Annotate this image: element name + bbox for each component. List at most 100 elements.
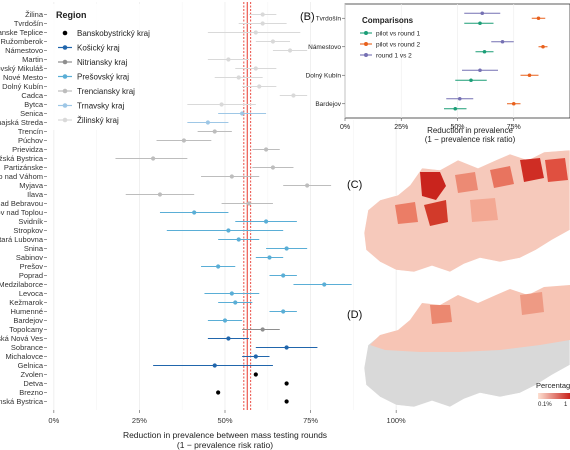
region-legend-swatch xyxy=(62,45,68,50)
panel-a-district-label: žská Bystrica xyxy=(0,154,44,163)
panel-b-point xyxy=(478,21,482,26)
region-legend-label: Nitriansky kraj xyxy=(77,58,127,67)
panel-a-point xyxy=(253,30,258,35)
panel-a-district-label: Ilava xyxy=(27,190,44,199)
comparison-legend: Comparisons pilot vs round 1 pilot vs rou… xyxy=(360,16,420,60)
panel-b-point xyxy=(469,78,473,83)
panel-a-point xyxy=(236,75,241,80)
panel-b-y-label: Dolný Kubín xyxy=(306,73,342,80)
map-legend-tick: 0.1% xyxy=(538,402,552,408)
panel-a-district-label: Detva xyxy=(23,379,43,388)
panel-a-point xyxy=(253,354,258,359)
panel-c-map-hotspot xyxy=(490,166,514,188)
panel-a-marks xyxy=(115,12,352,404)
panel-a-district-label: Partizánske xyxy=(4,163,43,172)
panel-a-point xyxy=(257,84,262,89)
panel-c-map-hotspot xyxy=(395,202,418,224)
region-legend-swatch xyxy=(62,59,68,65)
map-legend-tick: 1 xyxy=(564,402,568,408)
panel-a-district-label: Michalovce xyxy=(5,352,43,361)
panel-a-district-label: Brezno xyxy=(19,388,43,397)
panel-a-district-label: Zvolen xyxy=(20,370,43,379)
panel-b-point xyxy=(541,44,545,49)
panel-a-x-label: Reduction in prevalence between mass tes… xyxy=(123,430,327,440)
region-legend-label: Banskobystrický kraj xyxy=(77,29,150,38)
panel-a-x-tick-label: 0% xyxy=(48,416,59,425)
region-legend-swatch xyxy=(62,88,68,94)
comparison-legend-swatch xyxy=(364,53,368,57)
panel-d-map: (D) xyxy=(347,284,570,408)
panel-a-point xyxy=(216,390,221,395)
panel-a-point xyxy=(263,147,269,152)
region-legend-swatch xyxy=(62,74,68,79)
panel-a-district-label: Gelnica xyxy=(18,361,44,370)
panel-b-label: (B) xyxy=(300,11,315,23)
panel-a-district-label: Námestovo xyxy=(5,46,43,55)
panel-a-district-label: Myjava xyxy=(19,181,44,190)
panel-c-map-hotspot xyxy=(520,158,544,182)
region-legend-label: Trnavsky kraj xyxy=(77,102,124,111)
panel-a-point xyxy=(260,21,265,26)
panel-a-point xyxy=(151,156,156,161)
panel-a-district-label: Topolcany xyxy=(9,325,43,334)
comparison-legend-swatch xyxy=(364,31,368,35)
panel-b-point xyxy=(536,16,541,21)
region-legend: Region Banskobystrický kraj Košický kraj N… xyxy=(50,4,150,130)
panel-a-reference-lines xyxy=(243,2,252,410)
region-legend-label: Košický kraj xyxy=(77,44,120,53)
panel-c-map: (C) xyxy=(347,149,570,273)
panel-c-map-hotspot xyxy=(470,198,498,222)
panel-a-point xyxy=(226,57,231,62)
panel-a-district-label: Tvrdošín xyxy=(14,19,43,28)
panel-a-district-label: Snina xyxy=(24,244,44,253)
panel-b-x-tick-label: 75% xyxy=(507,124,521,131)
panel-a-point xyxy=(284,381,289,386)
panel-a-point xyxy=(281,309,286,314)
panel-a-district-label: majská Streda xyxy=(0,118,44,127)
panel-b-x-label: Reduction in prevalence xyxy=(427,126,513,135)
panel-b-point xyxy=(478,68,482,73)
panel-a-point xyxy=(253,372,258,377)
panel-a-point xyxy=(222,318,228,323)
panel-a-point xyxy=(240,111,245,116)
comparison-legend-label: round 1 vs 2 xyxy=(376,53,412,60)
panel-a-district-label: Cadca xyxy=(21,91,44,100)
panel-a-district-label: Martin xyxy=(22,55,43,64)
panel-c-map-hotspot xyxy=(424,200,448,226)
panel-b-x-tick-label: 25% xyxy=(394,124,408,131)
panel-a-x-tick-label: 25% xyxy=(132,416,147,425)
comparison-legend-title: Comparisons xyxy=(362,16,414,25)
panel-a-point xyxy=(260,327,265,332)
panel-a-point xyxy=(270,165,276,170)
panel-d-map-hotspot xyxy=(430,305,452,324)
panel-a-point xyxy=(233,300,238,305)
panel-b-point xyxy=(511,101,516,106)
panel-a-district-label: Bytca xyxy=(24,100,44,109)
panel-a-x-ticks: 0% 25% 50% 75% 100% xyxy=(48,410,406,425)
comparison-legend-swatch xyxy=(364,42,368,46)
panel-a-district-label: Trencín xyxy=(18,127,43,136)
panel-a-x-tick-label: 75% xyxy=(303,416,318,425)
region-legend-label: Trenciansky kraj xyxy=(77,87,135,96)
panel-a-point xyxy=(322,282,327,287)
panel-c-map-hotspot xyxy=(455,172,478,193)
panel-a-point xyxy=(157,192,163,197)
map-legend: Percentage 0.1% 1 xyxy=(536,381,570,408)
panel-a-district-label: nská Bystrica xyxy=(0,397,44,406)
panel-a-x-tick-label: 50% xyxy=(217,416,232,425)
panel-a-district-label: Humenné xyxy=(10,307,43,316)
panel-a-district-label: Poprad xyxy=(19,271,43,280)
panel-d-map-hotspot xyxy=(520,292,544,315)
panel-a-district-label: Prievidza xyxy=(12,145,44,154)
panel-c-label: (C) xyxy=(347,179,362,191)
panel-a-point xyxy=(192,210,197,215)
panel-a-district-label: Medzilaborce xyxy=(0,280,43,289)
panel-a-district-label: ovský Mikuláš xyxy=(0,64,43,73)
region-legend-title: Region xyxy=(56,10,87,20)
panel-b-point xyxy=(482,49,487,54)
panel-a-district-label: Bardejov xyxy=(13,316,43,325)
panel-a-district-label: Žilina xyxy=(25,10,44,19)
panel-a-x-label-sub: (1 − prevalence risk ratio) xyxy=(177,440,273,450)
panel-a-district-label: Nové Mesto xyxy=(3,73,43,82)
